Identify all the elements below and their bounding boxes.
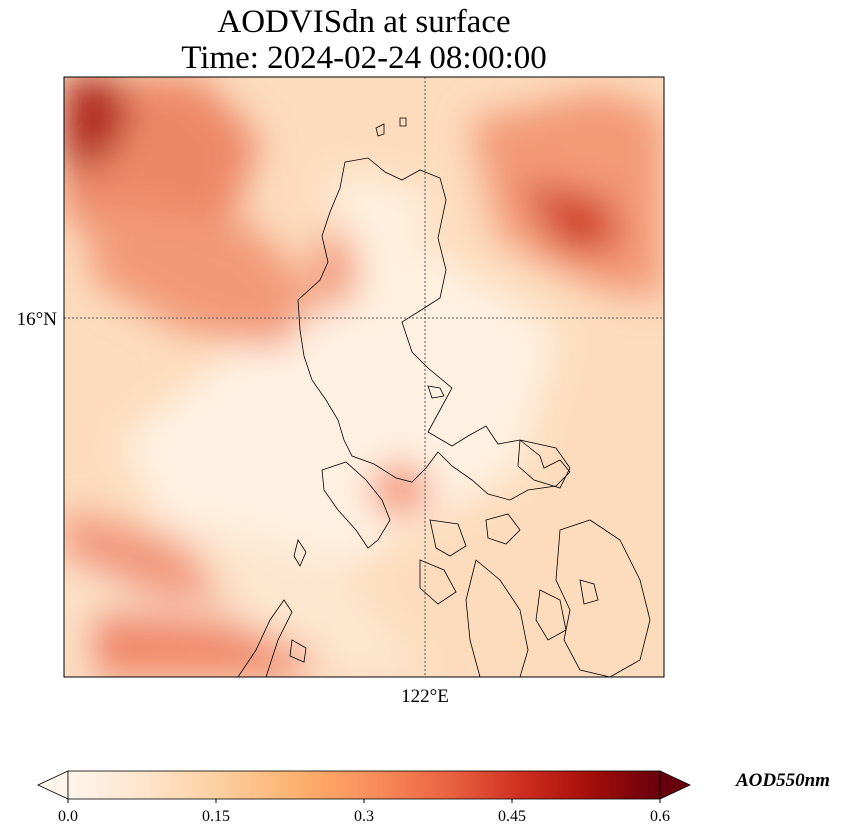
colorbar-ticks: 0.0 0.15 0.3 0.45 0.6 bbox=[58, 799, 670, 825]
colorbar-tick-label: 0.0 bbox=[58, 808, 78, 825]
coastlines bbox=[237, 117, 651, 677]
map-frame bbox=[63, 76, 665, 678]
gridlines bbox=[64, 77, 664, 677]
colorbar-tick-label: 0.3 bbox=[354, 808, 374, 825]
colorbar-under-arrow bbox=[37, 770, 69, 800]
aod-field bbox=[64, 77, 664, 677]
map-time: Time: 2024-02-24 08:00:00 bbox=[181, 40, 547, 76]
colorbar: 0.0 0.15 0.3 0.45 0.6 AOD550nm bbox=[37, 770, 830, 825]
colorbar-over-arrow bbox=[659, 770, 691, 800]
lon-tick-label: 122°E bbox=[401, 686, 449, 707]
colorbar-tick-label: 0.45 bbox=[498, 808, 526, 825]
colorbar-tick-label: 0.6 bbox=[650, 808, 670, 825]
colorbar-tick-label: 0.15 bbox=[202, 808, 230, 825]
colorbar-bar bbox=[67, 770, 661, 800]
lat-tick-label: 16°N bbox=[17, 309, 58, 330]
map-title: AODVISdn at surface bbox=[217, 4, 511, 40]
colorbar-title: AOD550nm bbox=[735, 770, 830, 791]
